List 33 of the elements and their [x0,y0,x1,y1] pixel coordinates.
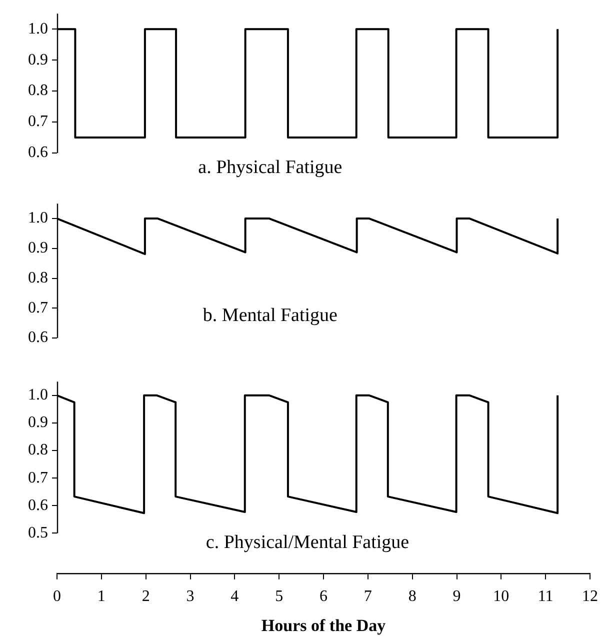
x-tick-label: 5 [275,588,284,606]
y-tick-label: 1.0 [28,210,48,227]
text: b. Mental Fatigue [202,304,338,326]
y-tick-label: 0.7 [28,469,48,486]
x-tick-label: 9 [452,588,461,606]
x-axis-title: Hours of the Day [261,616,386,636]
x-tick-label: 8 [408,588,416,606]
x-tick-label: 11 [538,588,554,606]
y-tick-label: 0.6 [28,144,48,162]
x-tick-label: 10 [493,588,510,606]
x-tick-label: 2 [142,588,150,606]
x-tick-label: 4 [230,588,239,606]
x-tick-label: 1 [97,588,106,606]
y-tick-label: 0.6 [28,496,48,514]
x-tick-label: 12 [582,588,598,606]
y-tick-label: 0.8 [28,269,48,286]
y-tick-label: 0.9 [28,414,48,432]
y-tick-label: 0.7 [28,299,48,316]
y-tick-label: 1.0 [28,386,48,404]
y-tick-label: 0.8 [28,82,48,100]
text: a. Physical Fatigue [198,156,342,178]
y-tick-label: 0.7 [28,113,48,130]
text: c. Physical/Mental Fatigue [206,532,410,553]
y-tick-label: 0.9 [28,51,48,68]
y-tick-label: 1.0 [28,20,48,38]
y-tick-label: 0.5 [28,524,48,542]
x-tick-label: 7 [364,588,372,606]
x-tick-label: 3 [186,588,194,606]
y-tick-label: 0.8 [28,442,48,459]
x-tick-label: 6 [320,588,328,606]
y-tick-label: 0.9 [28,240,48,257]
y-tick-label: 0.6 [28,329,48,346]
x-tick-label: 0 [53,588,61,606]
